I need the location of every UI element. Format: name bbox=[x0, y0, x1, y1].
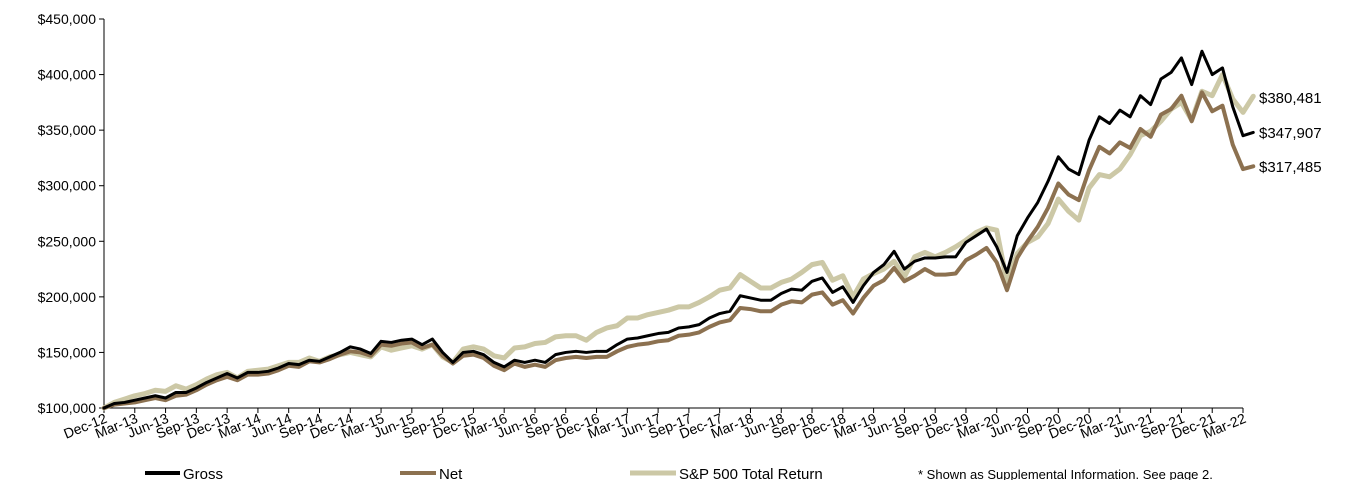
y-tick-label: $250,000 bbox=[38, 233, 97, 249]
y-tick-label: $100,000 bbox=[38, 400, 97, 416]
y-tick-label: $450,000 bbox=[38, 11, 97, 27]
series-line-net bbox=[102, 90, 1256, 410]
y-tick-label: $150,000 bbox=[38, 344, 97, 360]
end-label-gross: $347,907 bbox=[1259, 125, 1322, 142]
y-axis: $100,000 $150,000 $200,000 $250,000 $300,000… bbox=[38, 11, 105, 416]
legend-label-net: Net bbox=[439, 466, 463, 480]
end-label-net: $317,485 bbox=[1259, 159, 1322, 176]
legend-label-gross: Gross bbox=[183, 466, 223, 480]
legend-label-sp500: S&P 500 Total Return bbox=[679, 466, 823, 480]
series-line-gross bbox=[102, 49, 1255, 410]
y-tick-label: $200,000 bbox=[38, 289, 97, 305]
y-tick-label: $300,000 bbox=[38, 178, 97, 194]
footnote: * Shown as Supplemental Information. See… bbox=[918, 467, 1213, 480]
legend: Gross Net S&P 500 Total Return bbox=[145, 466, 823, 483]
y-tick-label: $350,000 bbox=[38, 122, 97, 138]
series-lines bbox=[101, 49, 1256, 411]
end-label-sp500: $380,481 bbox=[1259, 90, 1322, 107]
x-axis: Dec-12Mar-13Jun-13Sep-13Dec-13Mar-14Jun-… bbox=[61, 407, 1248, 442]
series-line-sp500 bbox=[101, 72, 1256, 411]
end-labels: $380,481 $347,907 $317,485 bbox=[1259, 90, 1322, 176]
y-tick-label: $400,000 bbox=[38, 67, 97, 83]
